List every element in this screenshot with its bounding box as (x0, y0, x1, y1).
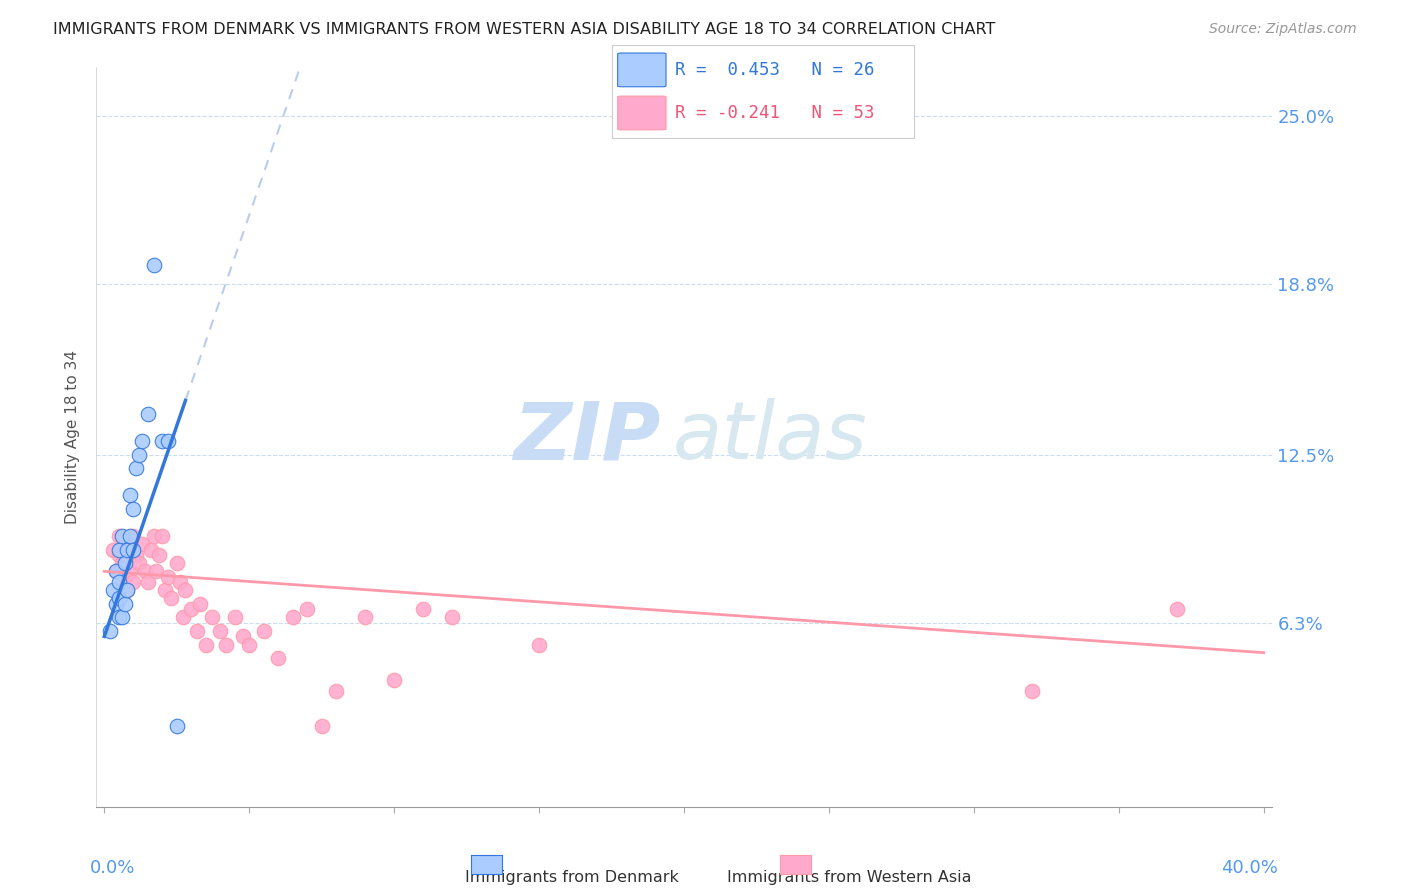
FancyBboxPatch shape (617, 53, 666, 87)
Point (131, 434, 153, 449)
Point (107, 542, 129, 557)
Point (150, 529, 173, 543)
Point (1166, 602, 1188, 616)
Point (139, 542, 162, 557)
Point (111, 529, 134, 543)
Point (131, 537, 153, 551)
Point (166, 556, 188, 570)
Text: Source: ZipAtlas.com: Source: ZipAtlas.com (1209, 22, 1357, 37)
Point (267, 651, 290, 665)
Point (107, 548, 129, 562)
Point (101, 542, 124, 557)
Point (122, 542, 145, 557)
Point (142, 529, 165, 543)
Point (150, 434, 173, 449)
Text: IMMIGRANTS FROM DENMARK VS IMMIGRANTS FROM WESTERN ASIA DISABILITY AGE 18 TO 34 : IMMIGRANTS FROM DENMARK VS IMMIGRANTS FR… (53, 22, 995, 37)
Point (128, 448, 150, 462)
Point (117, 583, 139, 598)
Point (114, 537, 136, 551)
Point (107, 529, 129, 543)
Point (104, 597, 127, 611)
Text: 40.0%: 40.0% (1222, 859, 1278, 877)
Point (311, 719, 333, 733)
Point (107, 610, 129, 624)
Point (145, 564, 167, 578)
Point (172, 610, 194, 624)
Point (295, 602, 318, 616)
Text: atlas: atlas (672, 398, 868, 476)
Point (134, 564, 156, 578)
Point (174, 583, 197, 598)
Point (325, 683, 347, 698)
Point (148, 548, 170, 562)
Point (117, 583, 139, 598)
Point (194, 638, 217, 652)
Point (98, 624, 121, 638)
Point (122, 575, 145, 590)
Point (125, 461, 148, 475)
Point (382, 673, 405, 687)
Text: R =  0.453   N = 26: R = 0.453 N = 26 (675, 61, 875, 78)
Point (111, 575, 134, 590)
Point (166, 719, 188, 733)
Point (120, 529, 142, 543)
Point (441, 610, 464, 624)
Point (128, 556, 150, 570)
Point (117, 542, 139, 557)
Point (122, 529, 145, 543)
Point (1021, 683, 1043, 698)
Text: 0.0%: 0.0% (90, 859, 135, 877)
Point (125, 548, 148, 562)
Point (104, 564, 127, 578)
Point (120, 564, 142, 578)
Point (160, 591, 183, 606)
Point (412, 602, 434, 616)
Text: R = -0.241   N = 53: R = -0.241 N = 53 (675, 104, 875, 122)
Point (153, 583, 176, 598)
Point (142, 258, 165, 272)
Point (117, 548, 139, 562)
Point (232, 629, 254, 643)
Point (111, 610, 134, 624)
Point (114, 556, 136, 570)
Point (527, 638, 550, 652)
Point (354, 610, 377, 624)
Point (107, 575, 129, 590)
Point (101, 583, 124, 598)
Text: Immigrants from Western Asia: Immigrants from Western Asia (727, 871, 972, 885)
Point (157, 570, 180, 584)
Point (122, 502, 145, 516)
Point (136, 407, 159, 421)
Point (107, 591, 129, 606)
Point (209, 624, 232, 638)
FancyBboxPatch shape (617, 96, 666, 130)
Point (200, 610, 222, 624)
Point (169, 575, 191, 590)
Point (104, 564, 127, 578)
Text: ZIP: ZIP (513, 398, 661, 476)
Point (186, 624, 208, 638)
Point (253, 624, 276, 638)
Point (111, 556, 134, 570)
Point (238, 638, 260, 652)
Point (188, 597, 211, 611)
Y-axis label: Disability Age 18 to 34: Disability Age 18 to 34 (65, 350, 80, 524)
Point (120, 488, 142, 502)
Text: Immigrants from Denmark: Immigrants from Denmark (465, 871, 679, 885)
Point (136, 575, 159, 590)
Point (114, 570, 136, 584)
Point (180, 602, 202, 616)
Point (224, 610, 246, 624)
Point (215, 638, 238, 652)
Point (281, 610, 304, 624)
Point (114, 597, 136, 611)
Point (157, 434, 180, 449)
